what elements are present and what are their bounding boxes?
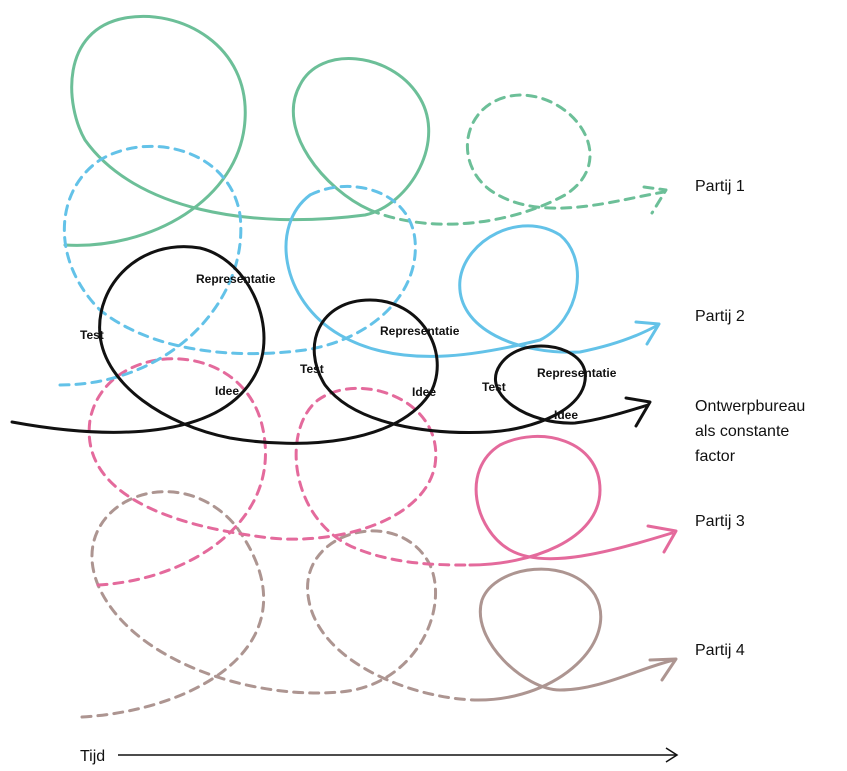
partij-1-path [63,14,668,247]
partij-2-path [58,144,661,387]
time-axis-label: Tijd [80,748,105,765]
loop-1-idee-label: Idee [215,384,239,398]
ontwerpbureau-path [10,245,652,445]
time-axis: Tijd [80,747,679,765]
loop-1-test-label: Test [80,328,104,342]
time-axis-arrowhead [665,747,679,763]
loop-3-test-label: Test [482,380,506,394]
loop-3-representatie-label: Representatie [537,366,617,380]
ontwerpbureau-label-line-2: als constante [695,423,789,440]
partij-4-label: Partij 4 [695,642,745,659]
ontwerpbureau-label-line-3: factor [695,448,736,465]
loop-2-representatie-label: Representatie [380,324,460,338]
loop-3-labels: Test Representatie Idee [482,366,617,422]
ontwerpbureau-label-line-1: Ontwerpbureau [695,398,805,415]
partij-3-path [87,357,678,587]
partij-4-path [80,490,678,719]
loop-3-idee-label: Idee [554,408,578,422]
partij-3-label: Partij 3 [695,513,745,530]
loop-1-representatie-label: Representatie [196,272,276,286]
loop-1-labels: Test Representatie Idee [80,272,276,398]
loop-2-idee-label: Idee [412,385,436,399]
loop-2-labels: Test Representatie Idee [300,324,460,399]
partij-2-label: Partij 2 [695,308,745,325]
loop-2-test-label: Test [300,362,324,376]
partij-1-label: Partij 1 [695,178,745,195]
